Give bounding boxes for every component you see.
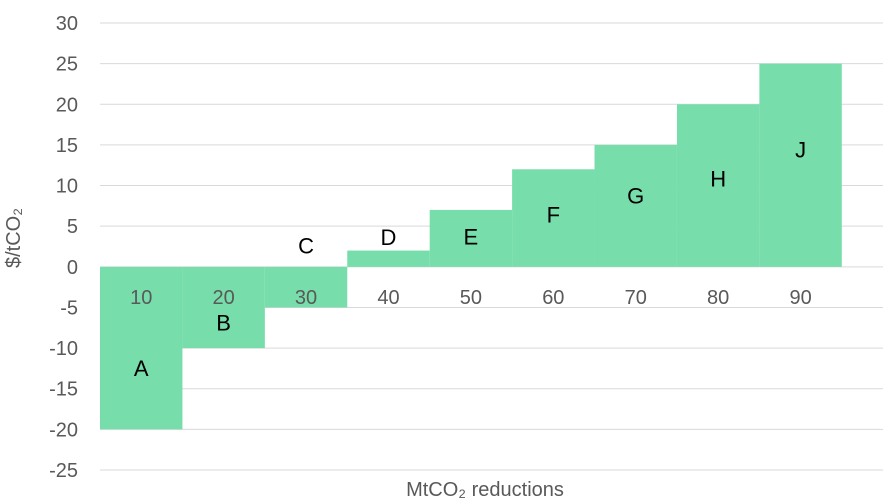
bar-F [512,169,595,267]
bar-B [182,266,265,349]
y-tick-label: 15 [56,135,78,157]
y-tick-label: 5 [67,216,78,238]
x-tick-label: 10 [130,287,152,309]
bar-E [429,209,513,267]
x-tick-label: 40 [377,287,399,309]
bar-label-F: F [547,202,560,227]
bar-label-D: D [381,225,397,250]
y-axis-tick-labels: 30 25 20 15 10 5 0 -5 -10 -15 -20 -25 [49,13,78,482]
x-tick-label: 70 [625,287,647,309]
y-tick-label: 20 [56,94,78,116]
x-axis-tick-labels: 10 20 30 40 50 60 70 80 90 [130,287,812,309]
bar-label-C: C [298,234,314,259]
y-tick-label: 0 [67,257,78,279]
x-tick-label: 30 [295,287,317,309]
y-tick-label: -10 [49,338,78,360]
x-axis-title: MtCO₂ reductions [406,479,564,501]
y-tick-label: -25 [49,460,78,482]
bar-label-B: B [216,311,231,336]
y-tick-label: 10 [56,176,78,198]
bar-label-G: G [627,184,644,209]
bar-label-H: H [710,167,726,192]
bar-D [347,250,430,267]
x-tick-label: 80 [707,287,729,309]
bar-G [594,144,677,267]
bar-labels: A B C D E F G H J [134,137,806,381]
bar-J [759,63,842,267]
y-tick-label: 25 [56,54,78,76]
x-tick-label: 90 [789,287,811,309]
y-tick-label: -5 [60,297,78,319]
x-tick-label: 20 [213,287,235,309]
bar-H [676,104,760,267]
bar-C [264,266,348,308]
bar-label-J: J [795,137,806,162]
bar-A [100,266,183,430]
y-tick-label: -15 [49,379,78,401]
x-tick-label: 50 [460,287,482,309]
y-tick-label: 30 [56,13,78,35]
y-axis-title: $/tCO₂ [3,208,25,268]
y-tick-label: -20 [49,419,78,441]
bars [100,63,842,430]
x-tick-label: 60 [542,287,564,309]
bar-label-A: A [134,356,149,381]
bar-label-E: E [464,224,479,249]
